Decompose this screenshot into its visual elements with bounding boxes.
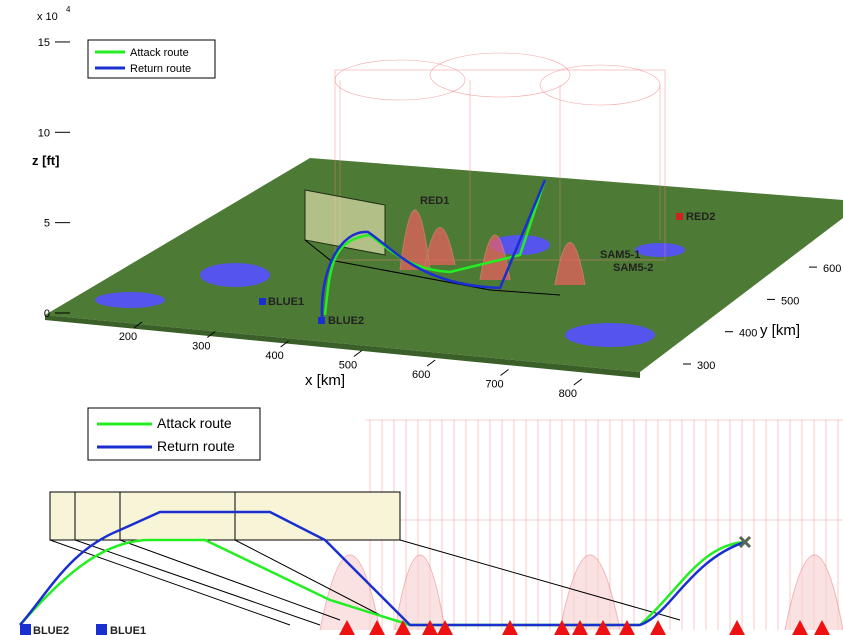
attack-route	[20, 540, 745, 625]
site-marker	[259, 298, 266, 305]
y-tick-label: 500	[781, 295, 799, 307]
y-tick-label: 300	[697, 360, 715, 372]
lake	[95, 292, 165, 308]
lake	[635, 243, 685, 257]
axis-multiplier: x 10	[37, 11, 58, 23]
axis-multiplier-exp: 4	[66, 5, 71, 14]
axis-title: z [ft]	[32, 153, 59, 168]
site-label: SAM5-1	[600, 249, 640, 261]
corridor	[50, 492, 400, 540]
site-marker	[318, 317, 325, 324]
site-marker	[676, 213, 683, 220]
x-tick-label: 200	[119, 331, 137, 343]
site-label: RED2	[686, 211, 715, 223]
site-label: BLUE2	[33, 625, 69, 635]
x-tick	[427, 360, 435, 366]
site-label: BLUE2	[328, 315, 364, 327]
site-marker	[20, 624, 31, 635]
legend-label: Attack route	[157, 415, 232, 431]
x-tick-label: 300	[192, 341, 210, 353]
x-tick-label: 400	[265, 350, 283, 362]
threat-marker	[650, 620, 666, 635]
z-tick-label: 10	[38, 127, 50, 139]
x-tick	[574, 379, 582, 385]
legend-label: Return route	[130, 63, 191, 75]
z-tick-label: 5	[44, 218, 50, 230]
x-tick-label: 700	[485, 379, 503, 391]
site-label: RED1	[420, 195, 449, 207]
site-marker	[96, 624, 107, 635]
axis-title: x [km]	[305, 372, 345, 389]
top-panel: BLUE1 BLUE2 RED1 RED2 SAM5-1 SAM5-2 z [f…	[32, 5, 843, 400]
x-tick	[501, 370, 509, 376]
site-label: BLUE1	[110, 625, 146, 635]
x-tick-label: 800	[559, 388, 577, 400]
legend-label: Attack route	[130, 47, 189, 59]
lake	[565, 323, 655, 347]
site-label: SAM5-2	[613, 262, 653, 274]
y-tick-label: 400	[739, 328, 757, 340]
x-tick	[354, 351, 362, 357]
y-tick-label: 600	[823, 263, 841, 275]
lake	[200, 263, 270, 287]
bottom-panel: BLUE2 BLUE1 Attack route Return route	[20, 408, 843, 635]
legend-label: Return route	[157, 438, 235, 454]
site-label: BLUE1	[268, 296, 304, 308]
z-tick-label: 15	[38, 37, 50, 49]
threat-marker	[502, 620, 518, 635]
threat-marker	[729, 620, 745, 635]
axis-title: y [km]	[760, 322, 800, 339]
x-tick-label: 600	[412, 369, 430, 381]
x-tick-label: 500	[339, 360, 357, 372]
figure: BLUE1 BLUE2 RED1 RED2 SAM5-1 SAM5-2 z [f…	[0, 0, 843, 635]
threat-marker	[619, 620, 635, 635]
z-tick-label: 0	[44, 308, 50, 320]
